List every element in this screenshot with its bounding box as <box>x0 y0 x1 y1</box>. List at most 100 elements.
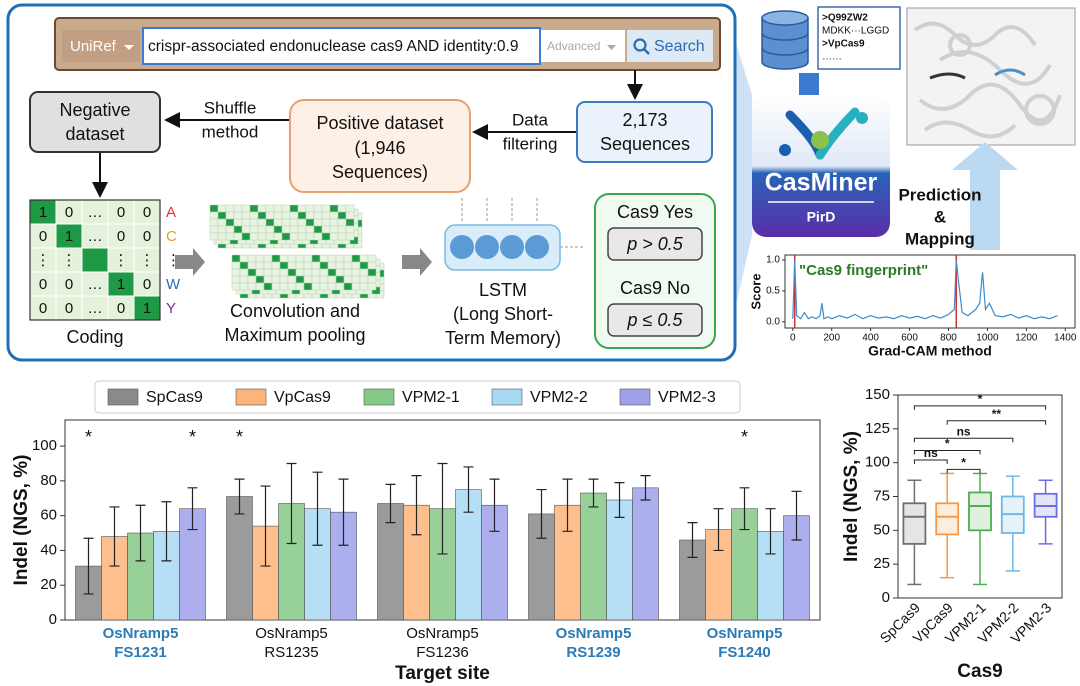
conv-cell <box>233 204 243 213</box>
conv-cell <box>217 218 227 227</box>
legend-swatch <box>619 388 651 406</box>
significance-bracket <box>913 405 1047 410</box>
conv-cell <box>225 211 235 220</box>
significance-bracket <box>913 437 1014 443</box>
conv-cell <box>305 232 315 241</box>
y-tick-label: 150 <box>865 386 890 403</box>
conv-cell <box>255 268 265 277</box>
connector <box>799 73 819 95</box>
box <box>968 491 992 532</box>
annotation: "Cas9 fingerprint" <box>799 262 928 279</box>
y-tick-label: 1.0 <box>766 255 780 266</box>
significance-mark: * <box>85 427 92 447</box>
conv-cell <box>367 275 377 284</box>
conv-cell <box>217 204 227 213</box>
legend-label: SpCas9 <box>146 389 203 406</box>
conv-cell <box>249 204 259 213</box>
edge-label: Data <box>512 110 548 129</box>
conv-cell <box>247 254 257 263</box>
matrix-value: … <box>88 228 103 245</box>
matrix-value: 0 <box>117 204 125 221</box>
legend-swatch <box>107 388 139 406</box>
x-axis-title: Cas9 <box>957 661 1002 682</box>
y-tick-label: 125 <box>865 420 890 437</box>
conv-cell <box>335 261 345 270</box>
legend-swatch <box>491 388 523 406</box>
x-tick-label: 1200 <box>1015 333 1038 344</box>
x-tick-label: 1000 <box>976 333 999 344</box>
error-bar <box>338 478 349 546</box>
matrix-value: 0 <box>39 300 47 317</box>
matrix-cell <box>107 223 135 249</box>
conv-cell <box>303 275 313 284</box>
significance-bracket <box>913 449 981 455</box>
search-button[interactable] <box>627 30 713 62</box>
conv-cell <box>329 225 339 234</box>
conv-cell <box>359 254 369 263</box>
matrix-value: 0 <box>65 300 73 317</box>
conv-cell <box>319 275 329 284</box>
conv-cell <box>225 232 235 241</box>
x-tick-label: OsNramp5 <box>406 625 479 642</box>
rule-box <box>607 303 703 337</box>
matrix-value: 0 <box>39 276 47 293</box>
conv-cell <box>305 211 315 220</box>
conv-cell <box>313 225 323 234</box>
conv-cell <box>281 232 291 241</box>
conv-cell <box>329 232 339 241</box>
conv-cell <box>217 225 227 234</box>
conv-cell <box>295 282 305 291</box>
search-icon <box>643 48 650 55</box>
error-bar <box>385 483 396 524</box>
conv-cell <box>351 275 361 284</box>
lstm-cells <box>450 235 549 259</box>
significance-bracket <box>946 420 1047 425</box>
edge-label: filtering <box>503 134 558 153</box>
conv-cell <box>337 218 347 227</box>
conv-cell <box>311 261 321 270</box>
conv-cell <box>273 211 283 220</box>
error-bar <box>489 478 500 532</box>
prediction-label: & <box>934 207 946 226</box>
edge-label: method <box>202 122 259 141</box>
conv-cell <box>289 218 299 227</box>
lstm-label: (Long Short- <box>453 304 553 324</box>
legend-swatch <box>235 388 267 406</box>
zoom-band <box>735 40 752 310</box>
conv-cell <box>273 218 283 227</box>
matrix-cell <box>107 271 135 297</box>
conv-cell <box>209 211 219 220</box>
conv-cell <box>297 211 307 220</box>
sequences-count: 2,173 <box>622 110 667 130</box>
y-tick-label: 20 <box>40 576 57 593</box>
conv-cell <box>225 218 235 227</box>
y-tick-label: 40 <box>40 541 57 558</box>
y-tick-label: 80 <box>40 472 57 489</box>
coding-label: Coding <box>66 327 123 347</box>
search-query: crispr-associated endonuclease cas9 AND … <box>148 38 518 55</box>
error-bar <box>536 488 547 539</box>
matrix-value: ⋮ <box>140 252 155 269</box>
conv-cell <box>263 268 273 277</box>
prediction-label: Mapping <box>905 229 975 248</box>
search-input[interactable] <box>142 27 541 65</box>
residue-letter: A <box>166 204 176 221</box>
conv-cell <box>217 211 227 220</box>
y-axis-title: Score <box>748 273 763 309</box>
conv-cell <box>255 282 265 291</box>
sequences-label: Sequences <box>600 134 690 154</box>
conv-cell <box>209 232 219 241</box>
error-bar <box>411 475 422 536</box>
positive-label: Sequences) <box>332 162 428 182</box>
conv-cell <box>345 225 355 234</box>
prediction-label: Prediction <box>898 185 981 204</box>
conv-cell <box>281 225 291 234</box>
search-button-label: Search <box>654 38 705 55</box>
matrix-value: ⋮ <box>62 252 77 269</box>
protein-ribbons <box>913 21 1062 139</box>
conv-cell <box>311 282 321 291</box>
no-rule: p ≤ 0.5 <box>627 310 684 330</box>
conv-cell <box>239 254 249 263</box>
residue-letter: Y <box>166 300 176 317</box>
conv-cell <box>265 211 275 220</box>
